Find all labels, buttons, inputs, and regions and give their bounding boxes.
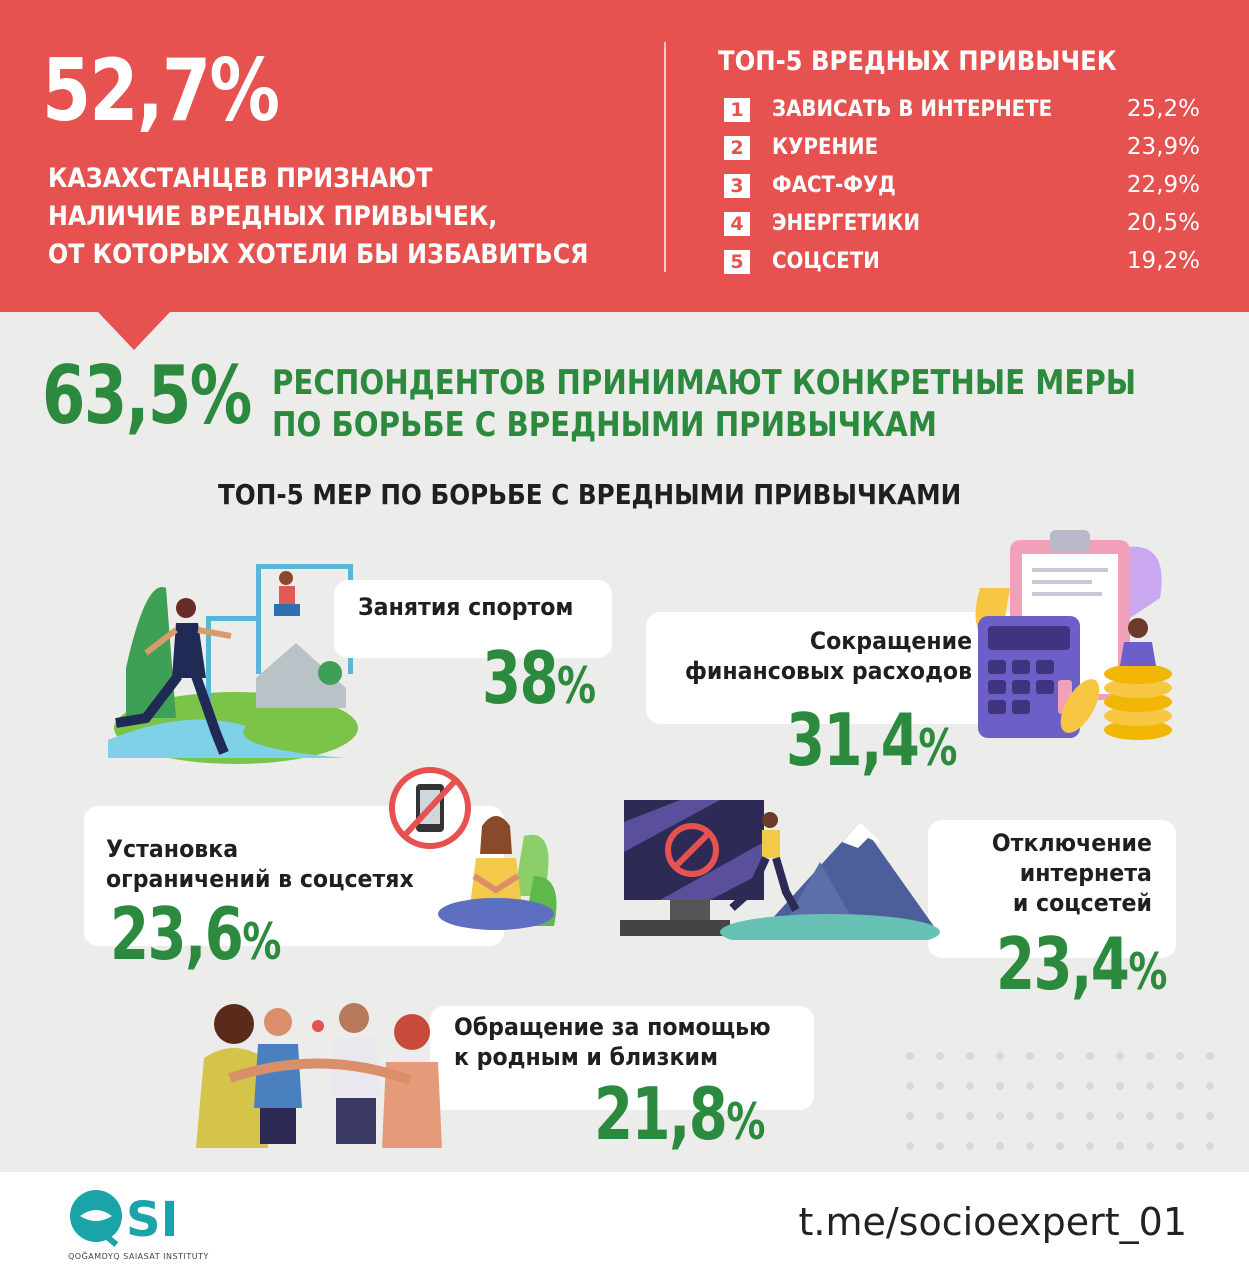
percent-value: 21,8 xyxy=(594,1072,728,1156)
subtitle-line: КАЗАХСТАНЦЕВ ПРИЗНАЮТ xyxy=(48,163,433,194)
habit-item: 3 ФАСТ-ФУД 22,9% xyxy=(724,170,1200,200)
qsi-logo: SI xyxy=(70,1190,178,1248)
habit-item: 2 КУРЕНИЕ 23,9% xyxy=(724,132,1200,162)
percent-sign: % xyxy=(242,913,281,971)
habit-percent: 20,5% xyxy=(1126,210,1200,236)
percent-sign: % xyxy=(918,719,957,777)
top-banner: 52,7% КАЗАХСТАНЦЕВ ПРИЗНАЮТ НАЛИЧИЕ ВРЕД… xyxy=(0,0,1249,312)
subtitle-line: ОТ КОТОРЫХ ХОТЕЛИ БЫ ИЗБАВИТЬСЯ xyxy=(48,239,589,270)
measure-card xyxy=(334,580,612,658)
percent-sign: % xyxy=(557,657,596,715)
measure-percent: 21,8% xyxy=(594,1078,765,1151)
measure-card xyxy=(646,612,1024,724)
rank-badge: 3 xyxy=(724,174,750,198)
percent-value: 38 xyxy=(482,636,559,720)
percent-value: 31,4 xyxy=(786,698,920,782)
measure-label: Занятия спортом xyxy=(358,592,573,622)
label-line: к родным и близким xyxy=(454,1043,718,1071)
measure-card xyxy=(430,1006,814,1110)
headline-line: РЕСПОНДЕНТОВ ПРИНИМАЮТ КОНКРЕТНЫЕ МЕРЫ xyxy=(272,363,1137,403)
label-line: Сокращение xyxy=(809,627,972,655)
habit-percent: 19,2% xyxy=(1126,248,1200,274)
logo-subtitle: QOĞAMDYQ SAIASAT INSTITUTY xyxy=(68,1252,209,1261)
label-line: ограничений в соцсетях xyxy=(106,865,414,893)
top5-habits-title: ТОП-5 ВРЕДНЫХ ПРИВЫЧЕК xyxy=(718,46,1117,77)
telegram-link[interactable]: t.me/socioexpert_01 xyxy=(798,1200,1188,1244)
measure-label: Установка ограничений в соцсетях xyxy=(106,834,414,894)
runner-illustration xyxy=(108,564,358,764)
percent-sign: % xyxy=(726,1093,765,1151)
headline-percent: 52,7% xyxy=(42,41,280,141)
rank-badge: 4 xyxy=(724,212,750,236)
svg-text:SI: SI xyxy=(126,1192,178,1248)
measure-percent: 38% xyxy=(482,642,596,715)
measures-headline: РЕСПОНДЕНТОВ ПРИНИМАЮТ КОНКРЕТНЫЕ МЕРЫ П… xyxy=(272,362,1136,446)
percent-value: 23,4 xyxy=(996,922,1130,1006)
habit-item: 5 СОЦСЕТИ 19,2% xyxy=(724,246,1200,276)
habit-item: 1 ЗАВИСАТЬ В ИНТЕРНЕТЕ 25,2% xyxy=(724,94,1200,124)
measure-label: Обращение за помощью к родным и близким xyxy=(454,1012,771,1072)
label-line: и соцсетей xyxy=(1012,889,1152,917)
measure-percent: 31,4% xyxy=(786,704,957,777)
label-line: Обращение за помощью xyxy=(454,1013,771,1041)
headline-line: ПО БОРЬБЕ С ВРЕДНЫМИ ПРИВЫЧКАМ xyxy=(272,405,937,445)
habit-label: ЗАВИСАТЬ В ИНТЕРНЕТЕ xyxy=(772,97,1053,122)
measure-percent: 23,6% xyxy=(110,898,281,971)
measures-percent: 63,5% xyxy=(42,349,252,442)
pointer-triangle xyxy=(98,312,170,350)
rank-badge: 5 xyxy=(724,250,750,274)
no-phone-meditation-illustration xyxy=(389,767,557,930)
dot-pattern xyxy=(906,1052,1214,1150)
habit-label: СОЦСЕТИ xyxy=(772,249,880,274)
subtitle-line: НАЛИЧИЕ ВРЕДНЫХ ПРИВЫЧЕК, xyxy=(48,201,498,232)
top5-measures-title: ТОП-5 МЕР ПО БОРЬБЕ С ВРЕДНЫМИ ПРИВЫЧКАМ… xyxy=(218,478,962,511)
footer xyxy=(0,1172,1249,1280)
habit-label: КУРЕНИЕ xyxy=(772,135,879,160)
measure-percent: 23,4% xyxy=(996,928,1167,1001)
label-line: финансовых расходов xyxy=(684,657,972,685)
habit-percent: 22,9% xyxy=(1126,172,1200,198)
measure-label: Отключение интернета и соцсетей xyxy=(992,828,1152,918)
label-line: Отключение xyxy=(991,829,1152,857)
habit-item: 4 ЭНЕРГЕТИКИ 20,5% xyxy=(724,208,1200,238)
headline-subtitle: КАЗАХСТАНЦЕВ ПРИЗНАЮТ НАЛИЧИЕ ВРЕДНЫХ ПР… xyxy=(48,160,588,274)
divider xyxy=(664,42,666,272)
label-line: интернета xyxy=(1019,859,1152,887)
rank-badge: 1 xyxy=(724,98,750,122)
percent-value: 23,6 xyxy=(110,892,244,976)
friends-group-illustration xyxy=(196,1003,442,1148)
measure-label: Сокращение финансовых расходов xyxy=(685,626,972,686)
hiker-mountains-illustration xyxy=(620,800,940,940)
label-line: Занятия спортом xyxy=(358,593,574,621)
calculator-illustration xyxy=(975,530,1172,740)
habit-percent: 23,9% xyxy=(1126,134,1200,160)
rank-badge: 2 xyxy=(724,136,750,160)
measure-card xyxy=(928,820,1176,958)
label-line: Установка xyxy=(106,835,239,863)
habit-label: ФАСТ-ФУД xyxy=(772,173,896,198)
percent-sign: % xyxy=(1128,943,1167,1001)
habit-percent: 25,2% xyxy=(1126,96,1200,122)
habit-label: ЭНЕРГЕТИКИ xyxy=(772,211,921,236)
